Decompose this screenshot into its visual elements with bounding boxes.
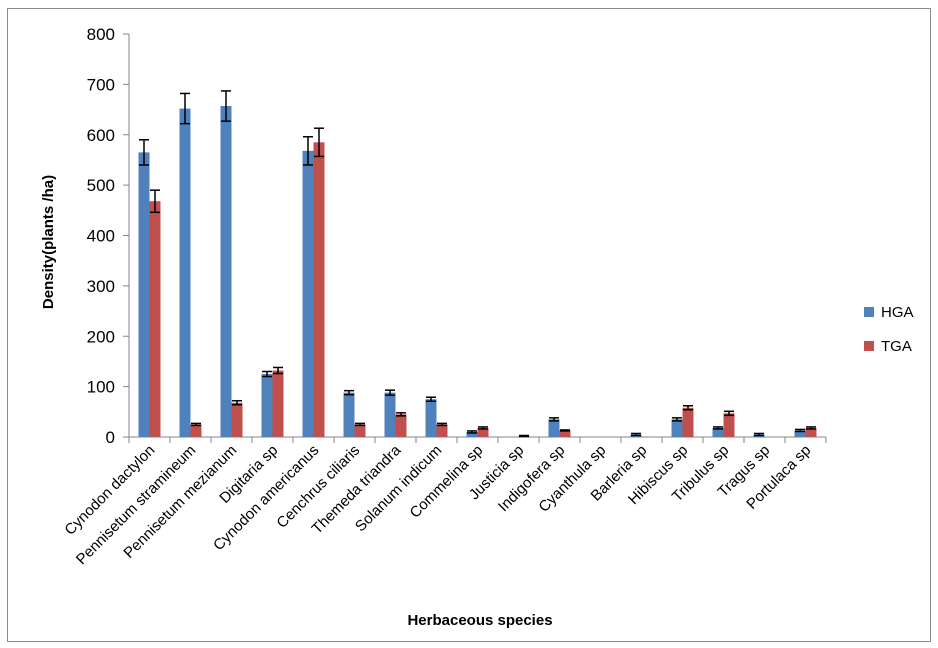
bar-hga — [179, 108, 191, 438]
bar-tga — [272, 370, 284, 437]
y-axis-title: Density(plants /ha) — [40, 175, 57, 309]
y-tick-label: 500 — [87, 176, 115, 195]
bar-tga — [559, 430, 571, 437]
bar-tga — [149, 201, 161, 437]
y-tick-label: 100 — [87, 378, 115, 397]
y-tick-label: 700 — [87, 75, 115, 94]
bar-hga — [466, 431, 478, 437]
bar-hga — [220, 106, 232, 437]
y-tick-label: 300 — [87, 277, 115, 296]
bar-tga — [190, 424, 202, 437]
bar-tga — [436, 424, 448, 437]
bar-hga — [343, 392, 355, 437]
y-tick-label: 200 — [87, 327, 115, 346]
bar-tga — [313, 142, 325, 437]
bar-tga — [477, 427, 489, 437]
bar-hga — [302, 150, 314, 437]
y-tick-label: 400 — [87, 227, 115, 246]
x-axis-title: Herbaceous species — [407, 612, 552, 629]
y-tick-label: 600 — [87, 126, 115, 145]
bar-hga — [384, 392, 396, 437]
bar-hga — [261, 374, 273, 437]
legend-label-hga: HGA — [881, 304, 914, 321]
legend-swatch-hga — [864, 307, 874, 317]
y-tick-label: 800 — [87, 25, 115, 44]
bar-hga — [425, 399, 437, 437]
bar-tga — [723, 413, 735, 437]
bar-hga — [712, 427, 724, 437]
bar-hga — [138, 152, 150, 437]
y-axis: 0 100 200 300 400 500 600 700 800 — [87, 25, 130, 447]
legend-swatch-tga — [864, 341, 874, 351]
bar-tga — [354, 424, 366, 437]
bar-hga — [671, 419, 683, 437]
legend-label-tga: TGA — [881, 338, 912, 355]
legend: HGA TGA — [864, 304, 914, 355]
bar-chart: 0 100 200 300 400 500 600 700 800 Cynodon dactyl… — [40, 25, 914, 629]
bar-hga — [794, 430, 806, 437]
error-bars — [139, 90, 816, 438]
bar-tga — [395, 414, 407, 437]
y-tick-label: 0 — [106, 428, 115, 447]
bar-hga — [548, 419, 560, 437]
bars — [138, 106, 817, 438]
bar-tga — [805, 427, 817, 437]
chart-frame: 0 100 200 300 400 500 600 700 800 Cynodon dactyl… — [7, 8, 931, 642]
bar-tga — [682, 407, 694, 437]
bar-tga — [231, 402, 243, 437]
